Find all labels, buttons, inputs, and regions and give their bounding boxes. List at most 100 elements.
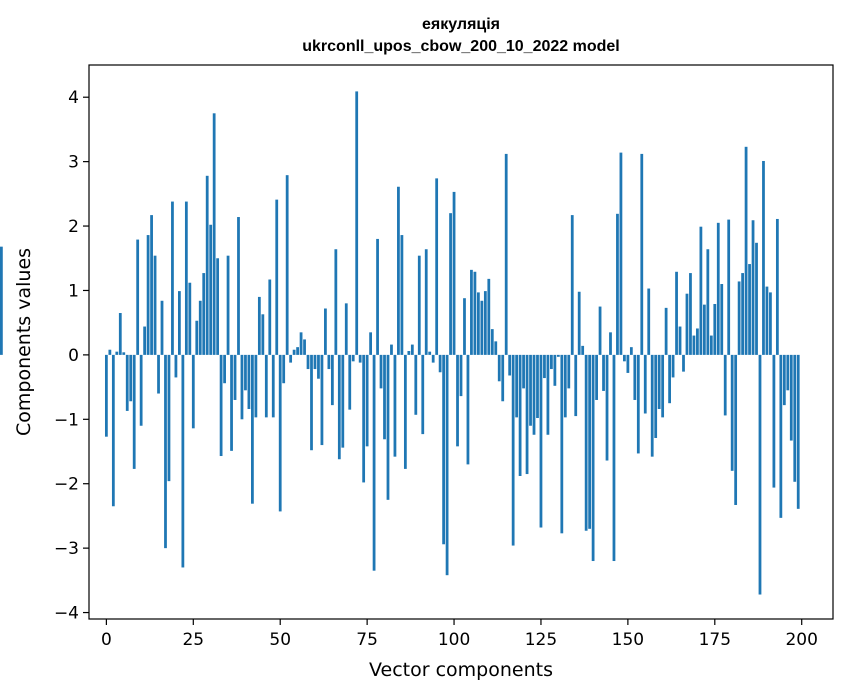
bar-17	[164, 354, 167, 549]
bar-158	[654, 354, 658, 438]
x-tick-label: 50	[269, 630, 291, 650]
bar-134	[570, 215, 574, 355]
bar-116	[508, 354, 512, 376]
x-tick-label: 125	[525, 630, 557, 650]
bar-139	[588, 354, 592, 529]
bar-124	[536, 354, 539, 419]
bar-130	[556, 354, 560, 357]
bar-85	[400, 235, 404, 355]
bar-95	[435, 178, 439, 355]
bar-68	[341, 354, 345, 448]
bar-180	[730, 354, 734, 471]
bar-20	[174, 354, 178, 378]
bar-36	[230, 354, 233, 451]
bar-168	[689, 273, 692, 355]
bar-105	[470, 269, 473, 355]
bar-191	[769, 292, 772, 355]
bar-174	[709, 335, 713, 355]
bar-15	[157, 354, 160, 394]
bar-23	[184, 201, 188, 355]
bar-126	[543, 354, 546, 379]
bar-100	[452, 191, 456, 355]
bar-113	[497, 354, 501, 382]
bar-185	[748, 264, 751, 355]
bar-183	[741, 273, 744, 355]
x-tick-label: 0	[101, 630, 112, 650]
bar-92	[424, 249, 428, 355]
bar-70	[348, 354, 352, 410]
bar-117	[511, 354, 515, 546]
bar-170	[696, 328, 699, 355]
bar-75	[365, 354, 369, 447]
bar-46	[264, 354, 268, 418]
bar-132	[563, 354, 567, 418]
bar-176	[716, 222, 720, 355]
bar-56	[299, 332, 303, 355]
bar-184	[744, 146, 748, 355]
bar-79	[379, 354, 383, 389]
bar-57	[303, 339, 306, 355]
bar-192	[772, 354, 776, 488]
bar-81	[386, 354, 390, 500]
bar-30	[209, 224, 213, 355]
bar-186	[751, 220, 755, 355]
bar-91	[421, 354, 425, 435]
bar-43	[254, 354, 258, 418]
bar-98	[445, 354, 449, 576]
bar-96	[438, 354, 442, 373]
y-axis-label: Components values	[13, 248, 35, 436]
bar-137	[581, 345, 585, 355]
bar-110	[487, 278, 491, 355]
bar-34	[223, 354, 226, 384]
bar-111	[490, 329, 494, 355]
bar-108	[480, 300, 484, 355]
bar-121	[525, 354, 529, 475]
bar-196	[786, 354, 790, 391]
bar-177	[720, 284, 724, 355]
bar-33	[219, 354, 223, 457]
bar-32	[216, 258, 220, 355]
bar-41	[247, 354, 251, 409]
bar-38	[237, 217, 240, 355]
bar-97	[442, 354, 446, 545]
bar-190	[765, 286, 769, 355]
bar-149	[623, 354, 626, 362]
bar-141	[595, 354, 598, 400]
bar-31	[212, 113, 216, 355]
bar-37	[233, 354, 237, 400]
bar-150	[626, 354, 630, 373]
bar-6	[125, 354, 129, 411]
bar-54	[292, 349, 296, 355]
bar-153	[636, 354, 640, 454]
bar-164	[675, 271, 678, 355]
bar-123	[532, 354, 536, 435]
bar-103	[463, 298, 466, 355]
y-tick-label: −2	[54, 475, 79, 495]
bar-102	[459, 354, 463, 397]
bar-199	[796, 354, 800, 509]
bar-159	[657, 354, 661, 409]
bar-55	[296, 347, 299, 355]
bar-87	[407, 351, 411, 355]
bar-172	[702, 304, 706, 355]
y-axis-ticks: −4 −3 −2 −1 0 1 2 3 4	[54, 88, 89, 624]
bar-128	[550, 354, 553, 370]
bar-161	[664, 307, 668, 355]
bar-182	[737, 281, 741, 355]
bar-169	[692, 335, 696, 355]
bar-120	[522, 354, 525, 389]
bar-1	[108, 349, 112, 355]
x-axis-ticks: 0 25 50 75 100 125 150 175 200	[101, 619, 818, 650]
bar-133	[567, 354, 571, 389]
bar-122	[529, 354, 532, 426]
bar-119	[518, 354, 522, 476]
bar-52	[285, 175, 289, 355]
bar-157	[650, 354, 654, 457]
bar-65	[330, 354, 334, 406]
y-tick-label: 3	[68, 153, 79, 173]
bar-13	[150, 215, 153, 355]
bar-22	[181, 354, 185, 568]
bar-106	[473, 271, 477, 355]
y-tick-label: −4	[54, 604, 79, 624]
bar-143	[602, 354, 605, 391]
